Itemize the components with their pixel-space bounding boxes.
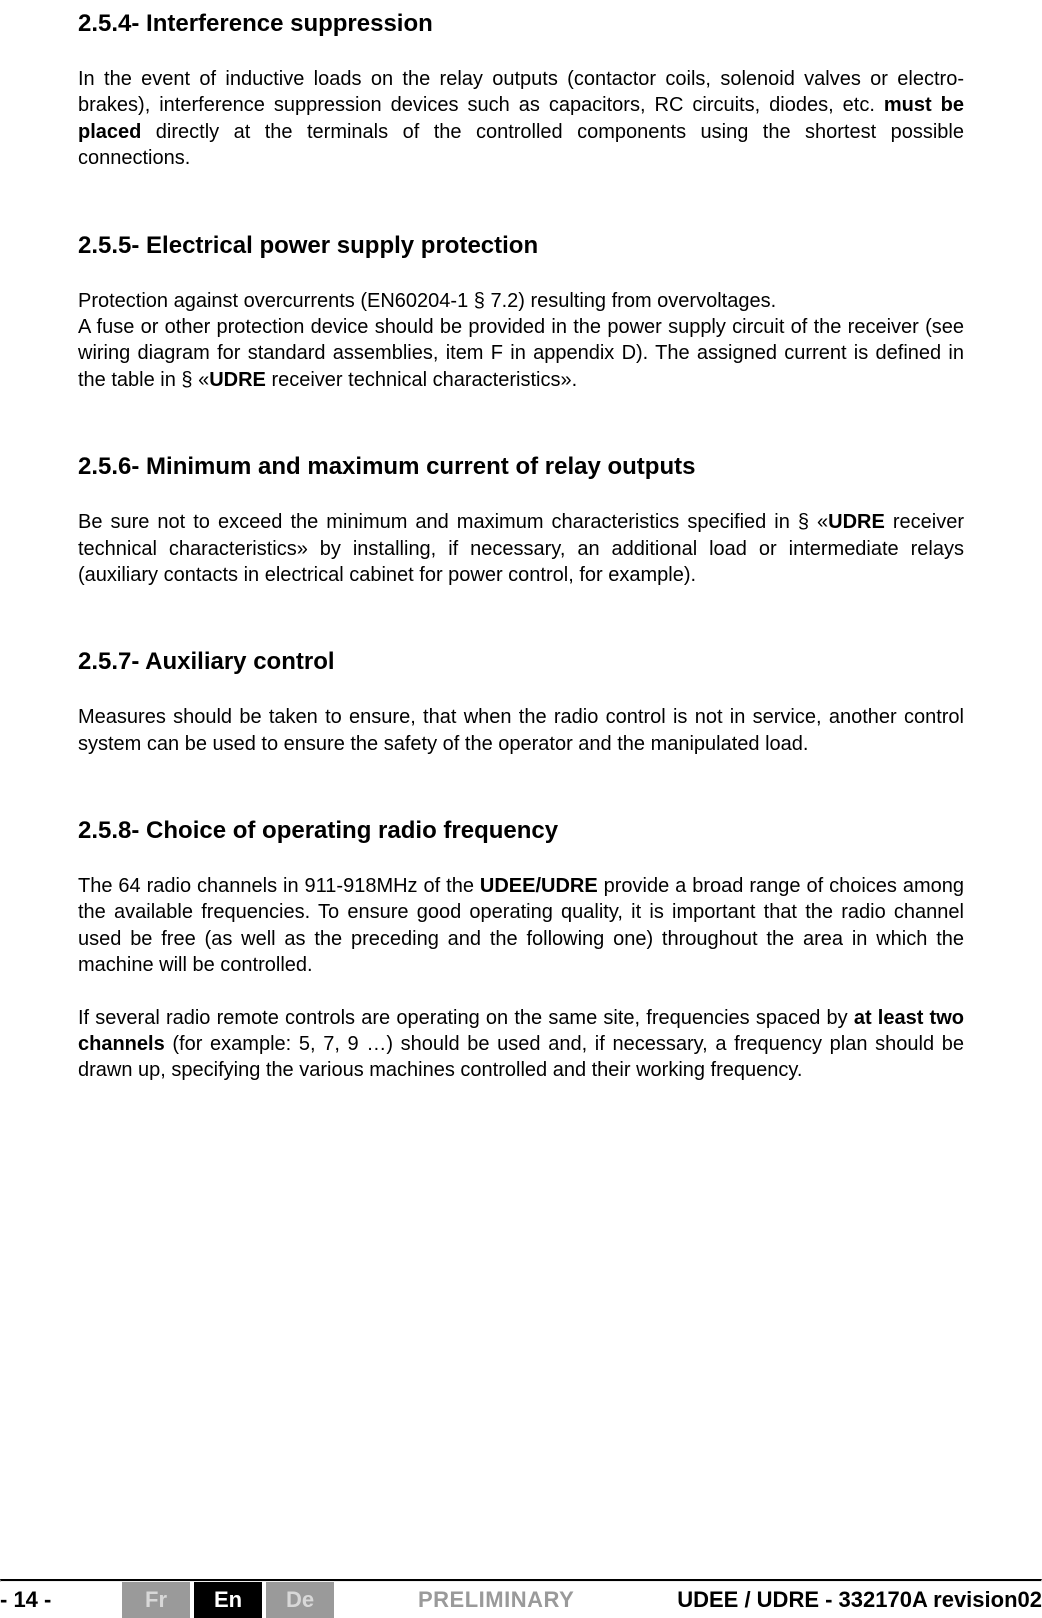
body-255: Protection against overcurrents (EN60204… bbox=[78, 288, 964, 394]
lang-tab-en: En bbox=[190, 1582, 262, 1618]
heading-255: 2.5.5- Electrical power supply protectio… bbox=[78, 232, 964, 260]
page-footer: - 14 - Fr En De PRELIMINARY UDEE / UDRE … bbox=[0, 1579, 1042, 1618]
lang-tab-fr: Fr bbox=[118, 1582, 190, 1618]
text: The 64 radio channels in 911-918MHz of t… bbox=[78, 875, 480, 897]
body-257: Measures should be taken to ensure, that… bbox=[78, 704, 964, 757]
text: directly at the terminals of the control… bbox=[78, 121, 964, 169]
bold-text: UDRE bbox=[209, 369, 266, 391]
bold-text: UDRE bbox=[828, 511, 885, 533]
text: In the event of inductive loads on the r… bbox=[78, 68, 964, 116]
text: receiver technical characteristics». bbox=[266, 369, 577, 391]
heading-257: 2.5.7- Auxiliary control bbox=[78, 648, 964, 676]
section-257: 2.5.7- Auxiliary control Measures should… bbox=[78, 648, 964, 757]
footer-bar: - 14 - Fr En De PRELIMINARY UDEE / UDRE … bbox=[0, 1582, 1042, 1618]
heading-256: 2.5.6- Minimum and maximum current of re… bbox=[78, 453, 964, 481]
text: Be sure not to exceed the minimum and ma… bbox=[78, 511, 828, 533]
heading-258: 2.5.8- Choice of operating radio frequen… bbox=[78, 817, 964, 845]
section-255: 2.5.5- Electrical power supply protectio… bbox=[78, 232, 964, 394]
body-258-p2: If several radio remote controls are ope… bbox=[78, 1005, 964, 1084]
section-258: 2.5.8- Choice of operating radio frequen… bbox=[78, 817, 964, 1084]
bold-text: UDEE/UDRE bbox=[480, 875, 598, 897]
page-content: 2.5.4- Interference suppression In the e… bbox=[0, 0, 1042, 1084]
preliminary-label: PRELIMINARY bbox=[334, 1587, 677, 1613]
document-reference: UDEE / UDRE - 332170A revision02 bbox=[677, 1587, 1042, 1613]
page-number: - 14 - bbox=[0, 1587, 118, 1613]
body-258-p1: The 64 radio channels in 911-918MHz of t… bbox=[78, 873, 964, 979]
lang-tab-de: De bbox=[262, 1582, 334, 1618]
body-256: Be sure not to exceed the minimum and ma… bbox=[78, 509, 964, 588]
section-256: 2.5.6- Minimum and maximum current of re… bbox=[78, 453, 964, 588]
text: (for example: 5, 7, 9 …) should be used … bbox=[78, 1033, 964, 1081]
heading-254: 2.5.4- Interference suppression bbox=[78, 10, 964, 38]
section-254: 2.5.4- Interference suppression In the e… bbox=[78, 10, 964, 172]
text: Protection against overcurrents (EN60204… bbox=[78, 290, 776, 312]
text: If several radio remote controls are ope… bbox=[78, 1007, 854, 1029]
body-254: In the event of inductive loads on the r… bbox=[78, 66, 964, 172]
